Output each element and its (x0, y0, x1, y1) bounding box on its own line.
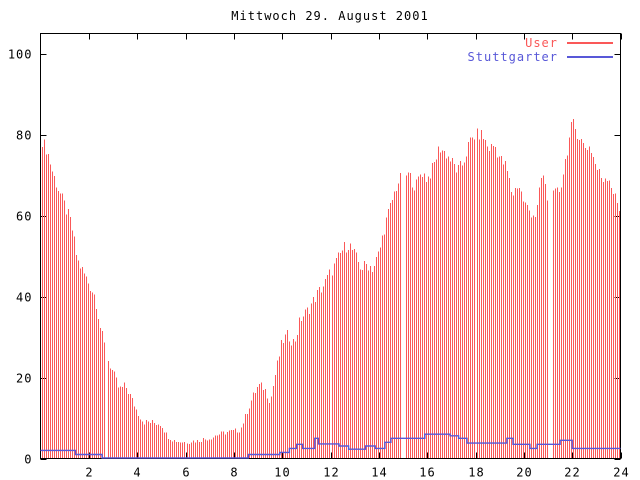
y-tick-label: 0 (24, 453, 32, 467)
x-tick-label: 12 (323, 466, 339, 480)
x-tick-label: 2 (85, 466, 93, 480)
x-tick-label: 22 (564, 466, 580, 480)
y-tick-label: 20 (16, 372, 32, 386)
x-tick-label: 6 (182, 466, 190, 480)
legend-line-user-icon (567, 42, 613, 44)
chart-title: Mittwoch 29. August 2001 (231, 9, 429, 23)
y-tick-label: 100 (8, 48, 33, 62)
x-tick-label: 20 (516, 466, 532, 480)
user-impulses (42, 119, 620, 458)
x-tick-label: 10 (274, 466, 290, 480)
x-tick-label: 14 (371, 466, 387, 480)
x-tick-label: 4 (133, 466, 141, 480)
y-tick-label: 80 (16, 129, 32, 143)
y-tick-label: 60 (16, 210, 32, 224)
x-tick-label: 18 (468, 466, 484, 480)
legend-line-stuttgarter-icon (567, 56, 613, 58)
legend-entry-stuttgarter: Stuttgarter (468, 50, 613, 64)
legend-label-user: User (525, 36, 558, 50)
x-tick-label: 16 (419, 466, 435, 480)
stuttgarter-step-line (40, 433, 621, 459)
legend-label-stuttgarter: Stuttgarter (467, 50, 558, 64)
y-tick-label: 40 (16, 291, 32, 305)
legend-entry-user: User (468, 36, 613, 50)
legend: User Stuttgarter (468, 36, 613, 64)
x-tick-label: 24 (613, 466, 629, 480)
x-tick-label: 8 (230, 466, 238, 480)
